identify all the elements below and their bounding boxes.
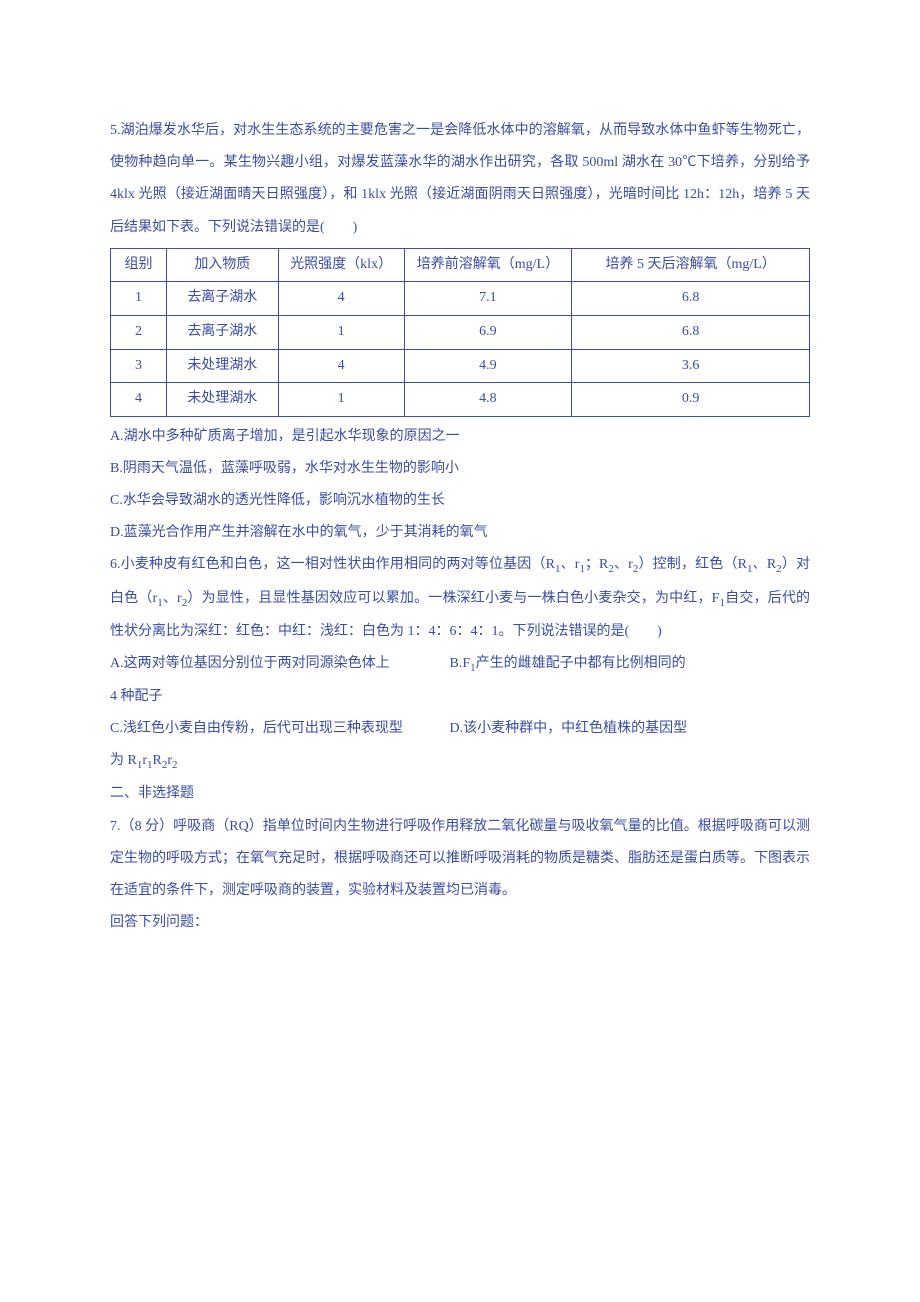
table-header-row: 组别 加入物质 光照强度（klx） 培养前溶解氧（mg/L） 培养 5 天后溶解… xyxy=(111,248,810,282)
q5-option-d: D.蓝藻光合作用产生并溶解在水中的氧气，少于其消耗的氧气 xyxy=(110,517,810,549)
cell: 3 xyxy=(111,349,167,383)
q7-answer: 回答下列问题： xyxy=(110,907,810,939)
cell: 2 xyxy=(111,315,167,349)
q6-option-d: D.该小麦种群中，中红色植株的基因型 xyxy=(450,713,800,745)
cell: 0.9 xyxy=(572,383,810,417)
q7-intro: 7.（8 分）呼吸商（RQ）指单位时间内生物进行呼吸作用释放二氧化碳量与吸收氧气… xyxy=(110,811,810,908)
q6-option-c: C.浅红色小麦自由传粉，后代可出现三种表现型 xyxy=(110,713,446,745)
q6-line-cd: C.浅红色小麦自由传粉，后代可出现三种表现型 D.该小麦种群中，中红色植株的基因… xyxy=(110,713,810,745)
table-row: 1 去离子湖水 4 7.1 6.8 xyxy=(111,282,810,316)
th-post-o2: 培养 5 天后溶解氧（mg/L） xyxy=(572,248,810,282)
q6-line-ab: A.这两对等位基因分别位于两对同源染色体上 B.F1产生的雌雄配子中都有比例相同… xyxy=(110,648,810,681)
cell: 6.8 xyxy=(572,315,810,349)
document-page: 5.湖泊爆发水华后，对水生生态系统的主要危害之一是会降低水体中的溶解氧，从而导致… xyxy=(0,0,920,1302)
q5-intro: 5.湖泊爆发水华后，对水生生态系统的主要危害之一是会降低水体中的溶解氧，从而导致… xyxy=(110,115,810,244)
cell: 去离子湖水 xyxy=(166,315,278,349)
th-intensity: 光照强度（klx） xyxy=(278,248,404,282)
q5-option-a: A.湖水中多种矿质离子增加，是引起水华现象的原因之一 xyxy=(110,421,810,453)
q6-option-b-line2: 4 种配子 xyxy=(110,681,810,713)
cell: 未处理湖水 xyxy=(166,383,278,417)
cell: 4 xyxy=(278,349,404,383)
q6-option-d-line2: 为 R1r1R2r2 xyxy=(110,745,810,778)
q5-option-c: C.水华会导致湖水的透光性降低，影响沉水植物的生长 xyxy=(110,485,810,517)
q5-table: 组别 加入物质 光照强度（klx） 培养前溶解氧（mg/L） 培养 5 天后溶解… xyxy=(110,248,810,417)
cell: 7.1 xyxy=(404,282,572,316)
cell: 4 xyxy=(278,282,404,316)
table-row: 4 未处理湖水 1 4.8 0.9 xyxy=(111,383,810,417)
cell: 6.8 xyxy=(572,282,810,316)
table-row: 3 未处理湖水 4 4.9 3.6 xyxy=(111,349,810,383)
cell: 1 xyxy=(278,315,404,349)
cell: 1 xyxy=(278,383,404,417)
cell: 4.8 xyxy=(404,383,572,417)
section-2-heading: 二、非选择题 xyxy=(110,778,810,810)
cell: 去离子湖水 xyxy=(166,282,278,316)
cell: 4 xyxy=(111,383,167,417)
th-pre-o2: 培养前溶解氧（mg/L） xyxy=(404,248,572,282)
cell: 1 xyxy=(111,282,167,316)
th-substance: 加入物质 xyxy=(166,248,278,282)
th-group: 组别 xyxy=(111,248,167,282)
cell: 3.6 xyxy=(572,349,810,383)
q6-option-b: B.F1产生的雌雄配子中都有比例相同的 xyxy=(450,648,800,681)
cell: 4.9 xyxy=(404,349,572,383)
cell: 未处理湖水 xyxy=(166,349,278,383)
table-row: 2 去离子湖水 1 6.9 6.8 xyxy=(111,315,810,349)
q6-intro: 6.小麦种皮有红色和白色，这一相对性状由作用相同的两对等位基因（R1、r1；R2… xyxy=(110,549,810,647)
q6-option-a: A.这两对等位基因分别位于两对同源染色体上 xyxy=(110,648,446,680)
cell: 6.9 xyxy=(404,315,572,349)
q5-option-b: B.阴雨天气温低，蓝藻呼吸弱，水华对水生生物的影响小 xyxy=(110,453,810,485)
